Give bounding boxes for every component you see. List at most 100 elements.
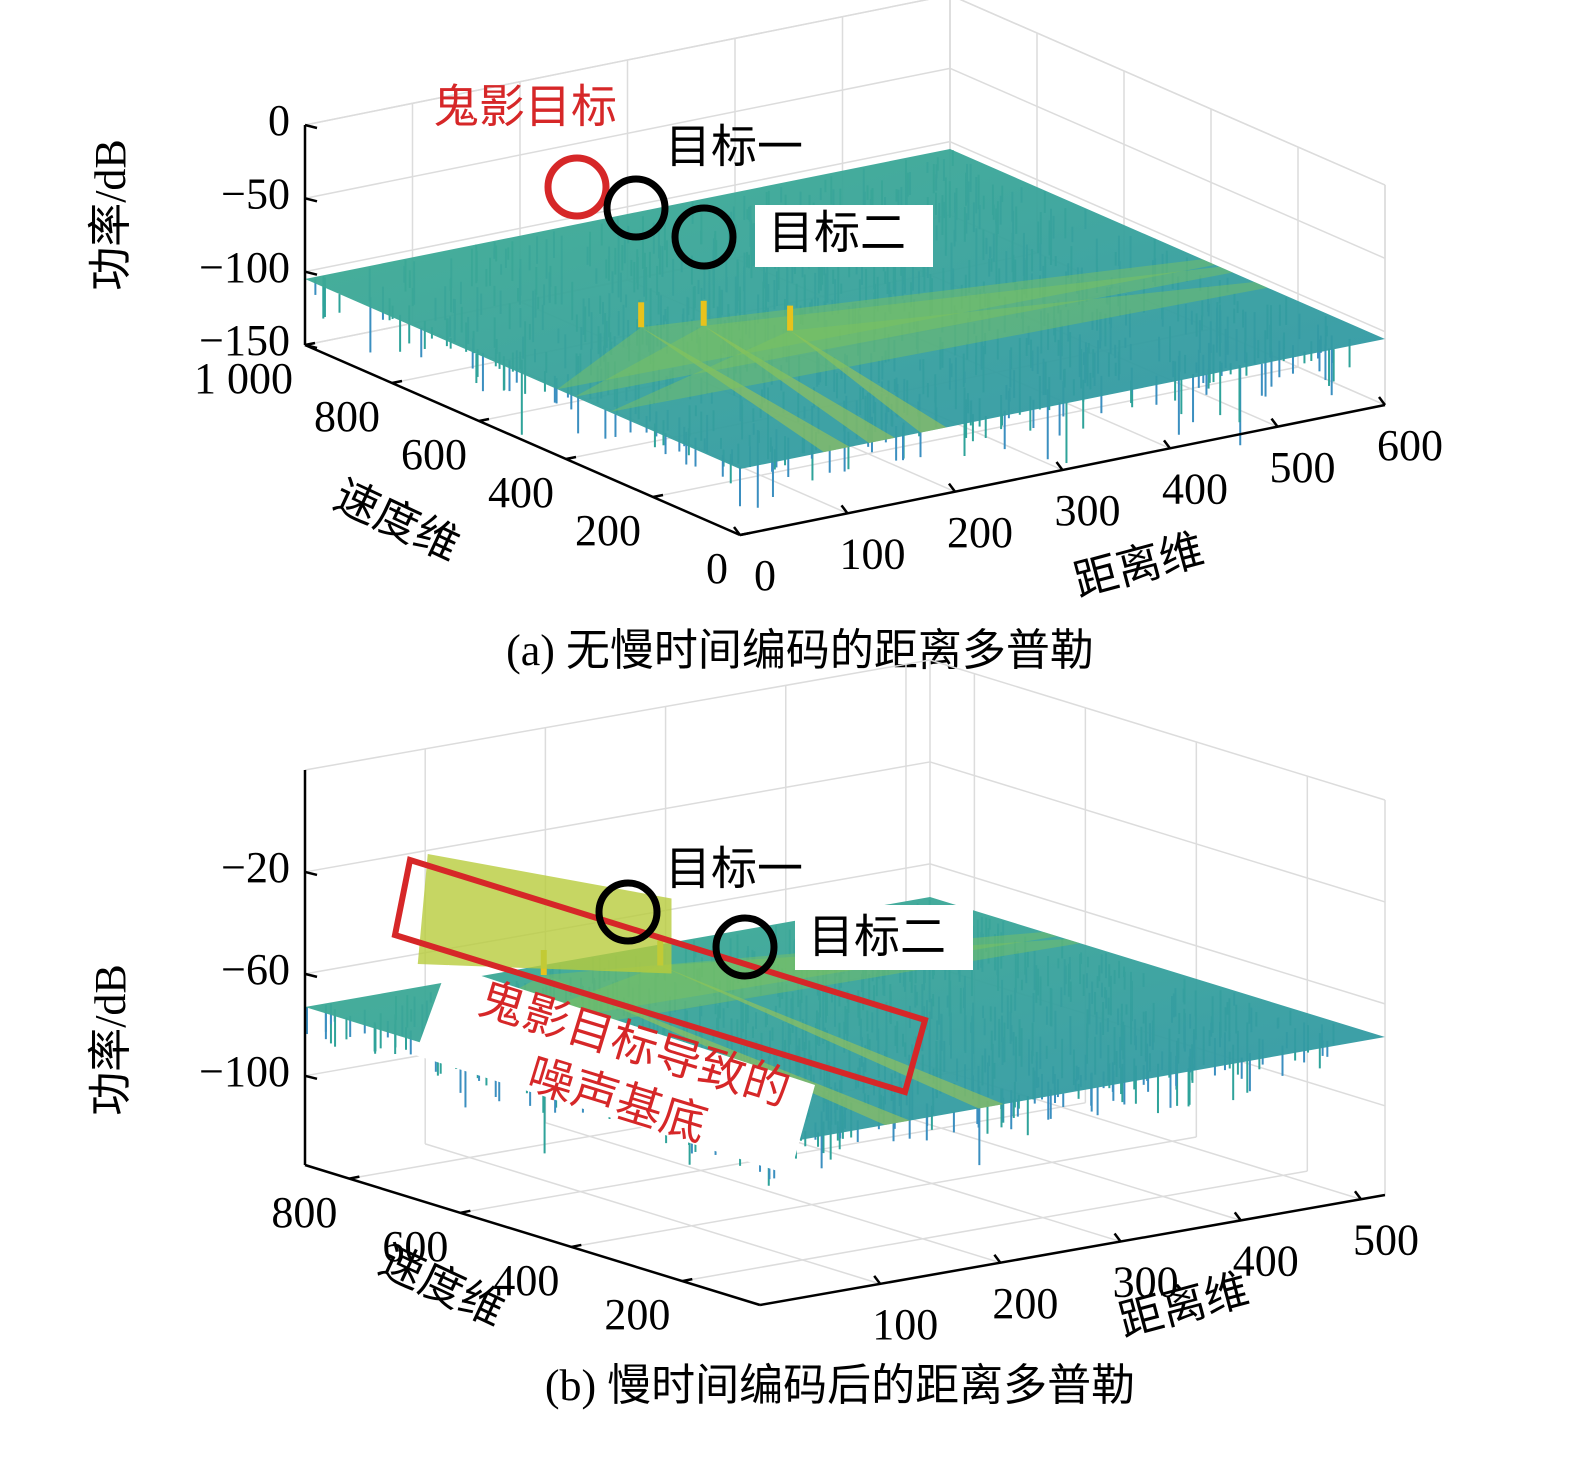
x-tick (1163, 439, 1171, 450)
surface-ridge (790, 330, 947, 433)
x-tick (948, 482, 956, 493)
box-edge (304, 0, 929, 126)
annotation: 目标二 (768, 206, 906, 260)
grid-line (424, 1143, 881, 1285)
grid-line (949, 67, 1386, 260)
x-tick-label: 200 (992, 1279, 1058, 1328)
x-tick-label: 100 (840, 529, 906, 578)
y-tick-label: 0 (706, 544, 728, 593)
x-tick (1233, 1211, 1242, 1222)
y-tick-label: 800 (271, 1188, 337, 1237)
surface-ridge (543, 975, 910, 1125)
surface-ridge (703, 325, 895, 443)
x-tick-label: 500 (1270, 443, 1336, 492)
x-tick (1270, 417, 1279, 428)
box-edge (959, 0, 1386, 186)
chart: 100 200 300 400 500 200 400 600 800 −20 −60 −100 功率/… (86, 659, 1419, 1410)
box-edge (929, 659, 1386, 801)
z-tick (304, 870, 318, 877)
y-axis (304, 343, 741, 537)
annotation: 鬼影目标 (433, 80, 617, 134)
annotation: 目标二 (808, 910, 946, 964)
x-tick (733, 526, 741, 536)
x-tick (1353, 1190, 1362, 1200)
annotation-bg (755, 205, 933, 267)
x-tick-label: 200 (947, 508, 1013, 557)
y-tick-label: 600 (401, 430, 467, 479)
z-tick-label: −60 (221, 945, 290, 994)
surface-ridge (660, 965, 1004, 1109)
y-tick-label: 600 (382, 1222, 448, 1271)
annotation-box (415, 965, 815, 1175)
x-tick-label: 600 (1377, 421, 1443, 470)
grid-line (652, 366, 1299, 498)
target-circle (603, 175, 669, 241)
x-tick-label: 0 (754, 551, 776, 600)
x-tick (993, 1253, 1002, 1264)
z-tick-label: −100 (199, 1047, 290, 1096)
chart: 0 100 200 300 400 500 600 0 200 400 600 800 1 000 0 −5… (86, 0, 1443, 675)
grid-line (545, 1121, 1001, 1264)
caption: (a) 无慢时间编码的距离多普勒 (506, 626, 1094, 675)
y-tick (565, 455, 577, 461)
x-tick-label: 400 (1233, 1236, 1299, 1285)
z-tick (304, 270, 318, 276)
z-axis-label: 功率/dB (86, 139, 135, 291)
z-tick-label: −20 (221, 843, 290, 892)
grid-line (304, 761, 931, 873)
surface-ridge (641, 327, 850, 453)
y-tick (571, 1243, 582, 1249)
target-circle (544, 154, 610, 220)
y-tick-label: 400 (488, 468, 554, 517)
y-tick (682, 1277, 693, 1283)
y-tick-label: 1 000 (194, 354, 293, 403)
z-tick-label: −100 (199, 243, 290, 292)
x-tick (1113, 1232, 1122, 1243)
x-tick-label: 300 (1055, 486, 1121, 535)
grid-line (304, 67, 951, 200)
grid-line (682, 1170, 1308, 1282)
x-tick-label: 100 (872, 1300, 938, 1349)
annotation-bg (795, 905, 973, 970)
x-tick (873, 1275, 882, 1285)
annotation: 目标一 (665, 842, 803, 896)
surface-ridge (557, 259, 1216, 390)
surface (305, 149, 1385, 469)
grid-line (929, 761, 1386, 903)
y-axis-label: 速度维 (327, 471, 467, 571)
x-tick (1378, 396, 1386, 406)
y-tick (349, 1175, 360, 1180)
box-edge (304, 659, 931, 771)
y-tick-label: 800 (314, 392, 380, 441)
caption: (b) 慢时间编码后的距离多普勒 (545, 1361, 1135, 1410)
y-tick (478, 417, 490, 423)
z-tick (304, 197, 318, 203)
surface-ridge (609, 282, 1268, 412)
y-tick (460, 1209, 471, 1215)
highlight-box (391, 856, 929, 1096)
x-tick (840, 504, 849, 515)
x-tick (1055, 461, 1064, 471)
x-axis-label: 距离维 (1069, 525, 1209, 606)
grid-line (571, 1136, 1197, 1248)
x-tick-label: 500 (1353, 1215, 1419, 1264)
annotation: 目标一 (665, 120, 803, 174)
x-axis (759, 1193, 1386, 1307)
z-tick (304, 123, 318, 130)
y-tick-label: 200 (575, 506, 641, 555)
y-tick (739, 531, 751, 537)
grid-line (949, 140, 1386, 333)
z-tick-label: −150 (199, 316, 290, 365)
z-tick-label: −50 (221, 169, 290, 218)
y-tick (652, 493, 664, 499)
z-tick (304, 343, 318, 350)
surface-ridge (574, 266, 1233, 397)
target-circle (671, 204, 737, 270)
grid-line (304, 140, 951, 273)
target-circle (712, 914, 778, 980)
target-circle (595, 879, 661, 945)
grid-line (929, 863, 1386, 1005)
y-tick-label: 400 (493, 1256, 559, 1305)
z-tick (304, 972, 318, 979)
